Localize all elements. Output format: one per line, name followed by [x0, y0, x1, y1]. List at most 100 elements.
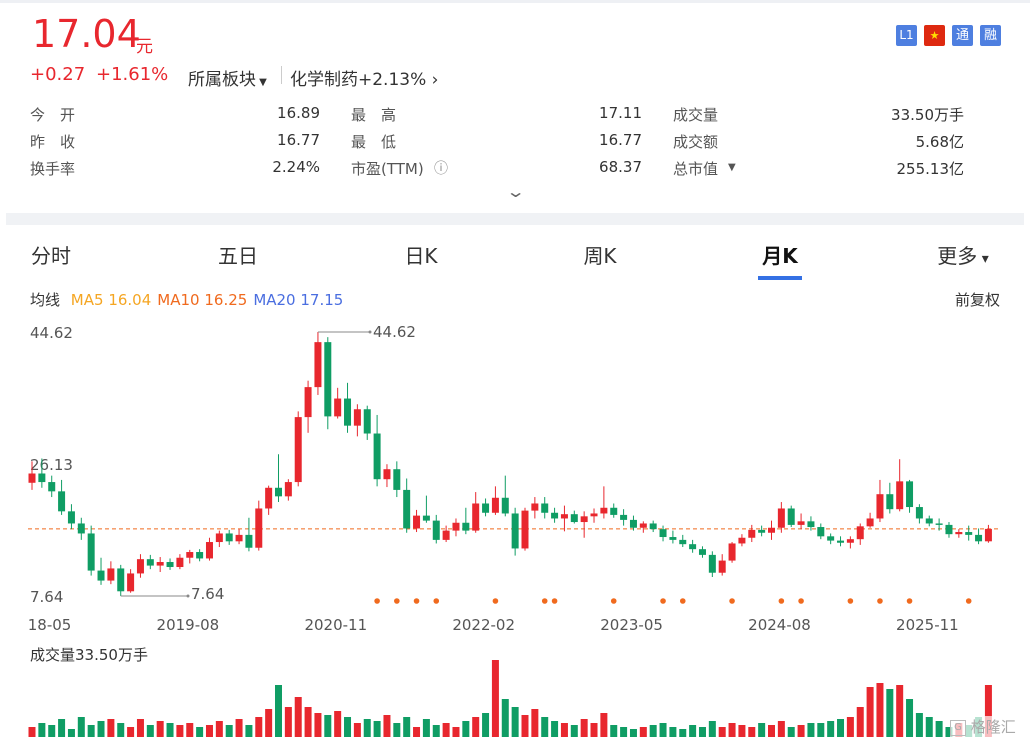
candle-body — [669, 537, 677, 540]
volume-bar — [127, 727, 135, 737]
volume-bar — [215, 721, 223, 737]
candle-body — [353, 409, 361, 426]
volume-bar — [117, 723, 125, 737]
candle-body — [472, 503, 480, 531]
badge: 融 — [980, 25, 1001, 46]
candle-body — [984, 528, 992, 542]
volume-bar — [984, 685, 992, 737]
sector-label[interactable]: 所属板块 ▼ — [188, 70, 267, 90]
volume-bar — [196, 727, 204, 737]
volume-bar — [67, 729, 75, 737]
volume-bar — [846, 717, 854, 737]
volume-bar — [373, 721, 381, 737]
candle-body — [344, 398, 352, 426]
volume-bar — [58, 719, 66, 737]
x-tick-label: 2023-05 — [600, 616, 663, 634]
sector-label-text: 所属板块 — [188, 70, 256, 90]
candle-body — [413, 515, 421, 529]
stat-label: 成交量 — [673, 106, 719, 124]
candle-body — [225, 533, 233, 542]
candle-body — [639, 523, 647, 528]
volume-bar — [501, 699, 509, 737]
stat-value: 16.89 — [277, 104, 320, 122]
candle-body — [245, 534, 253, 548]
volume-bar — [48, 725, 56, 737]
volume-bar — [324, 715, 332, 737]
volume-bar — [482, 713, 490, 737]
stat-value: 16.77 — [599, 131, 642, 149]
expand-chevron[interactable]: ⌄ — [505, 182, 526, 201]
event-dot — [374, 598, 380, 604]
tab[interactable]: 月K — [762, 244, 798, 268]
legend-entry: MA10 16.25 — [157, 291, 247, 309]
stat-value: 68.37 — [599, 158, 642, 176]
volume-bar — [718, 727, 726, 737]
stat-label: 昨 收 — [30, 133, 76, 151]
event-dot — [847, 598, 854, 604]
legend: 均线 MA5 16.04 MA10 16.25 MA20 17.15 — [30, 289, 343, 310]
candle-body — [866, 518, 874, 527]
volume-bar — [600, 713, 608, 737]
legend-name: MA20 — [253, 291, 296, 309]
info-icon[interactable]: ⓘ — [434, 161, 448, 177]
sector[interactable]: 化学制药+2.13% › — [290, 70, 439, 90]
candle-body — [255, 508, 263, 548]
volume-bar — [413, 727, 421, 737]
volume-bar — [738, 725, 746, 737]
candle-body — [304, 387, 312, 418]
volume-bar — [925, 717, 933, 737]
event-dot — [660, 598, 666, 604]
tab[interactable]: 分时 — [31, 244, 71, 268]
candle-body — [777, 508, 785, 528]
volume-bar — [876, 683, 884, 737]
volume-bar — [610, 725, 618, 737]
volume-bar — [472, 717, 480, 737]
candle-body — [462, 522, 470, 531]
volume-bar — [225, 725, 233, 737]
candle-body — [156, 562, 164, 566]
legend-value: 16.04 — [108, 291, 152, 309]
candle-body — [373, 433, 381, 480]
adjust-toggle[interactable]: 前复权 — [954, 291, 1000, 309]
volume-bar — [294, 697, 302, 737]
badge: 通 — [952, 25, 973, 46]
stat-label: 今 开 — [30, 106, 76, 124]
candle-body — [906, 481, 914, 508]
volume-bar — [146, 725, 154, 737]
volume-bar — [28, 727, 36, 737]
candle-body — [58, 491, 66, 512]
tab[interactable]: 更多 ▾ — [937, 244, 989, 268]
candle-body — [768, 527, 775, 533]
change: +0.27 — [30, 64, 86, 85]
event-dot — [679, 598, 686, 604]
tab[interactable]: 五日 — [218, 244, 258, 268]
volume-bar — [136, 719, 144, 737]
stat-label[interactable]: 总市值 — [673, 160, 719, 178]
badge: L1 — [896, 25, 917, 46]
legend-title: 均线 — [30, 291, 61, 309]
y-tick-label: 26.13 — [30, 456, 73, 474]
volume-bar — [107, 719, 115, 737]
volume-bar — [689, 725, 697, 737]
volume-bar — [787, 727, 795, 737]
tab[interactable]: 周K — [583, 244, 617, 268]
watermark-text: 格隆汇 — [970, 718, 1016, 736]
candle-body — [67, 511, 75, 524]
candle-body — [265, 487, 273, 509]
volume-bar — [570, 725, 578, 737]
candle-body — [925, 518, 933, 524]
legend-entry: MA20 17.15 — [253, 291, 343, 309]
stat-label: 最 低 — [351, 133, 397, 151]
top-border — [0, 0, 1030, 3]
volume-bar — [698, 727, 706, 737]
candle-body — [541, 503, 549, 513]
candle-body — [659, 529, 667, 538]
candle-body — [275, 487, 282, 497]
volume-bar — [915, 713, 923, 737]
sector-text: 化学制药+2.13% — [290, 70, 427, 90]
tab[interactable]: 日K — [404, 244, 438, 268]
volume-bar — [797, 725, 805, 737]
candle-body — [817, 527, 825, 537]
candle-body — [383, 469, 391, 480]
stat-value: 255.13亿 — [896, 160, 965, 178]
